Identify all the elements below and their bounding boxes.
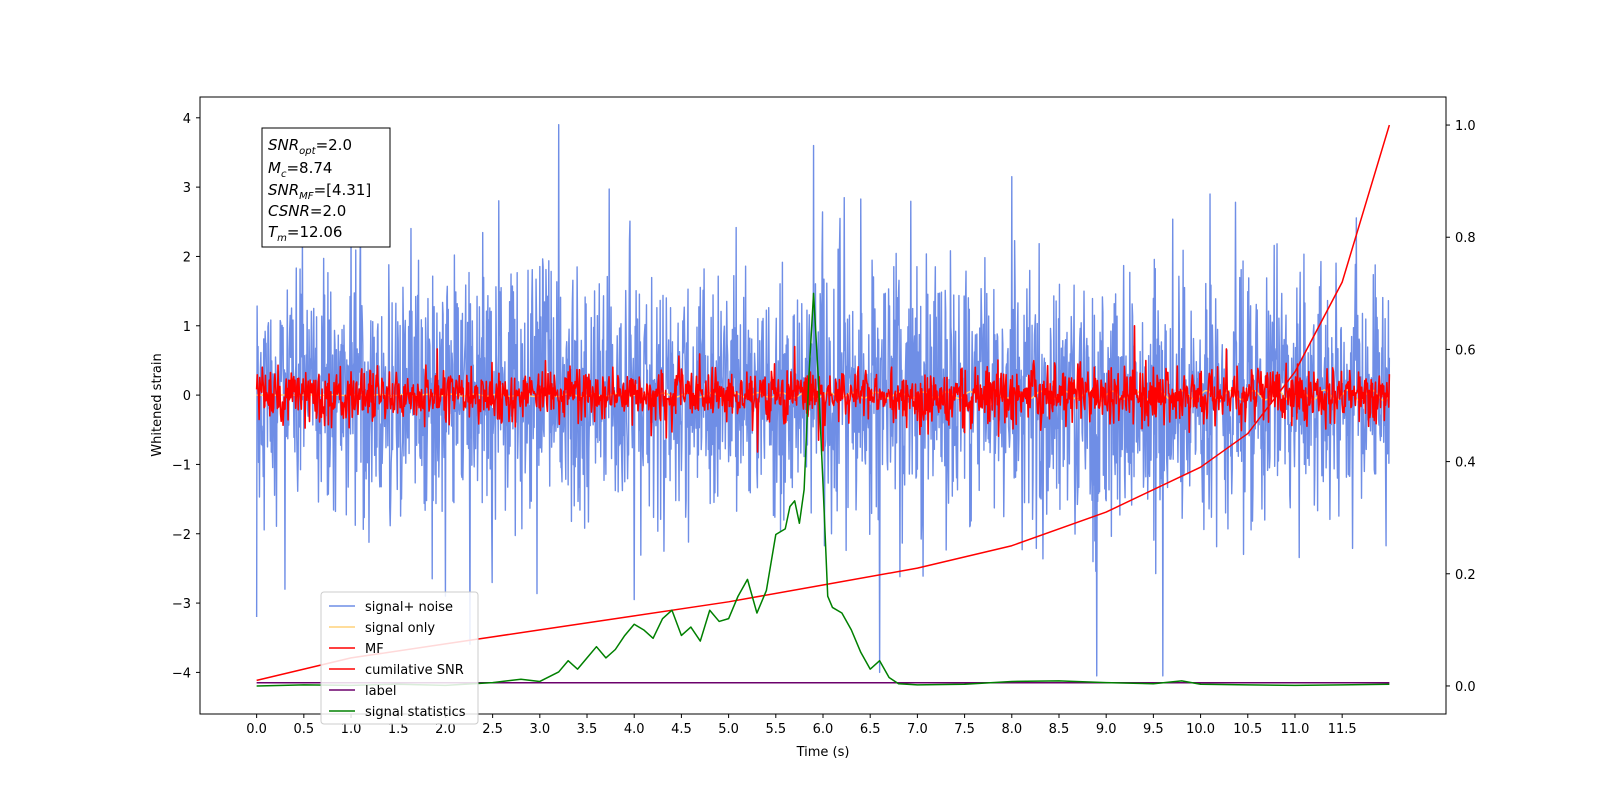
legend-label: MF	[365, 642, 384, 657]
x-tick-label: 6.0	[813, 722, 834, 737]
x-tick-label: 5.5	[765, 722, 786, 737]
y-tick-label: 3	[183, 181, 191, 196]
x-tick-label: 0.5	[293, 722, 314, 737]
y-tick-label: −3	[172, 597, 191, 612]
y-tick-label: −1	[172, 458, 191, 473]
legend-label: cumilative SNR	[365, 663, 464, 678]
y-tick-label: 4	[183, 112, 191, 127]
annotation-csnr: CSNR=2.0	[268, 202, 346, 220]
annotation-snr-mf: SNRMF=[4.31]	[268, 181, 371, 202]
x-tick-label: 0.0	[246, 722, 267, 737]
x-tick-label: 5.0	[718, 722, 739, 737]
y2-tick-label: 0.2	[1455, 568, 1476, 583]
legend-label: signal statistics	[365, 705, 466, 720]
x-axis-ticks: 0.0 0.5 1.0 1.5 2.0 2.5 3.0 3.5 4.0 4.5 5.0 5.5 6.0 6…	[246, 714, 1357, 737]
x-tick-label: 1.5	[388, 722, 409, 737]
x-tick-label: 4.5	[671, 722, 692, 737]
legend-label: label	[365, 684, 396, 699]
legend-label: signal only	[365, 621, 435, 636]
x-tick-label: 11.5	[1328, 722, 1357, 737]
series-line-signal-statistics	[256, 292, 1390, 687]
y-tick-label: 0	[183, 389, 191, 404]
y-axis-ticks: 4 3 2 1 0 −1 −2 −3 −4	[172, 112, 200, 681]
y2-axis-ticks: 1.0 0.8 0.6 0.4 0.2 0.0	[1446, 119, 1476, 695]
x-tick-label: 7.0	[907, 722, 928, 737]
x-tick-label: 10.0	[1186, 722, 1215, 737]
y-tick-label: −4	[172, 666, 191, 681]
y-tick-label: 2	[183, 250, 191, 265]
legend-items: signal+ noise signal only MF cumilative SNR…	[329, 600, 466, 720]
y2-tick-label: 1.0	[1455, 119, 1476, 134]
x-tick-label: 7.5	[954, 722, 975, 737]
x-tick-label: 6.5	[860, 722, 881, 737]
annotation-tm: Tm=12.06	[268, 223, 342, 244]
series-line-mf	[255, 324, 1391, 453]
annotation-frame	[261, 127, 391, 248]
y-tick-label: −2	[172, 528, 191, 543]
y-axis-label: Whitened strain	[150, 353, 165, 456]
annotation-mc: Mc=8.74	[268, 159, 332, 180]
legend-frame	[320, 591, 479, 725]
legend: signal+ noise signal only MF cumilative SNR…	[320, 591, 479, 725]
x-tick-label: 3.0	[529, 722, 550, 737]
x-tick-label: 9.0	[1096, 722, 1117, 737]
y2-tick-label: 0.6	[1455, 343, 1476, 358]
y2-tick-label: 0.0	[1455, 680, 1476, 695]
annotation-box: SNRopt=2.0 Mc=8.74 SNRMF=[4.31] CSNR=2.0…	[261, 127, 391, 248]
y2-tick-label: 0.8	[1455, 231, 1476, 246]
x-tick-label: 11.0	[1280, 722, 1309, 737]
y-tick-label: 1	[183, 320, 191, 335]
x-tick-label: 8.5	[1049, 722, 1070, 737]
annotation-snr-opt: SNRopt=2.0	[268, 136, 352, 157]
y2-tick-label: 0.4	[1455, 456, 1476, 471]
x-tick-label: 1.0	[341, 722, 362, 737]
x-tick-label: 3.5	[577, 722, 598, 737]
x-axis-label: Time (s)	[796, 745, 850, 760]
x-tick-label: 2.0	[435, 722, 456, 737]
x-tick-label: 2.5	[482, 722, 503, 737]
x-tick-label: 9.5	[1143, 722, 1164, 737]
x-tick-label: 8.0	[1001, 722, 1022, 737]
x-tick-label: 10.5	[1233, 722, 1262, 737]
x-tick-label: 4.0	[624, 722, 645, 737]
legend-label: signal+ noise	[365, 600, 453, 615]
